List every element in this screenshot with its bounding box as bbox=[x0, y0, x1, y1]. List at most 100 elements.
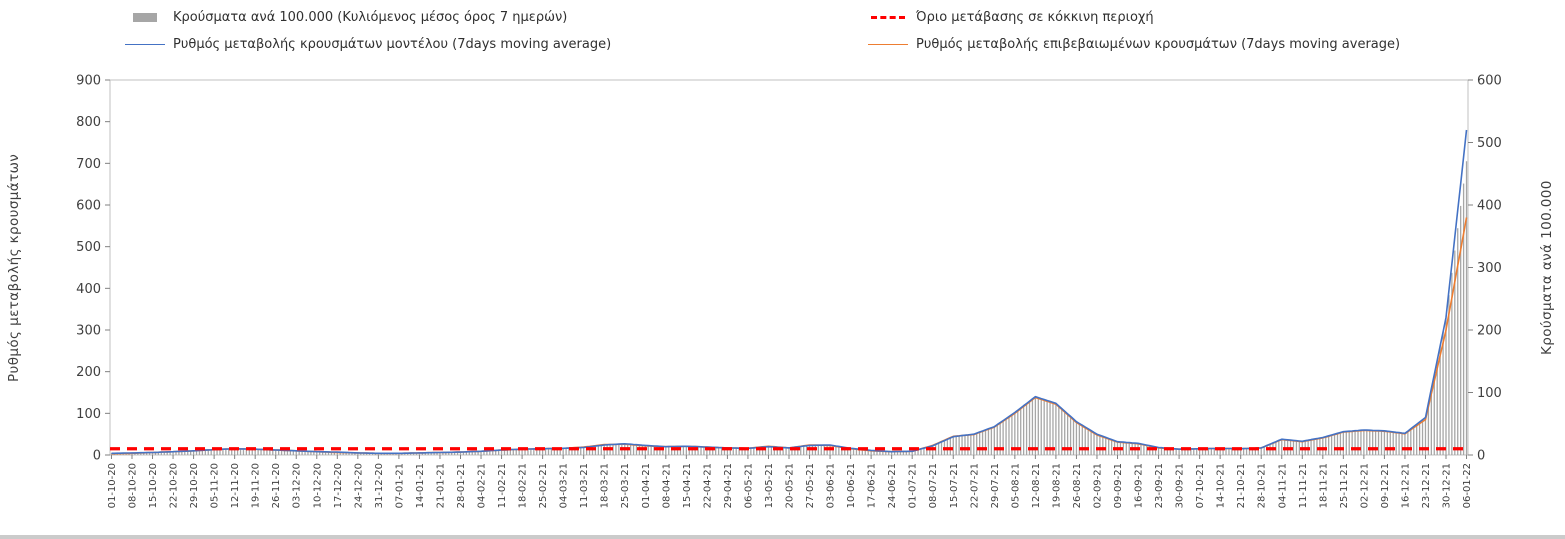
x-axis-tick-label: 11-11-21 bbox=[1298, 463, 1309, 508]
left-axis: 0 100 200 300 400 500 600 700 800 900 bbox=[76, 74, 110, 464]
x-axis-tick-label: 12-08-21 bbox=[1031, 463, 1042, 508]
x-axis-tick-label: 16-12-21 bbox=[1400, 463, 1411, 508]
left-axis-tick-label: 400 bbox=[76, 282, 101, 297]
x-axis-tick-label: 10-12-20 bbox=[312, 463, 323, 508]
right-axis: 0 100 200 300 400 500 600 bbox=[1468, 74, 1502, 464]
legend-label-confirmed-rate: Ρυθμός μεταβολής επιβεβαιωμένων κρουσμάτ… bbox=[916, 37, 1401, 52]
left-axis-tick-label: 0 bbox=[93, 449, 101, 464]
right-axis-title: Κρούσματα ανά 100.000 bbox=[1539, 180, 1555, 355]
x-axis-tick-label: 22-07-21 bbox=[969, 463, 980, 508]
x-axis-tick-label: 08-04-21 bbox=[661, 463, 672, 508]
x-axis-tick-label: 22-10-20 bbox=[169, 463, 180, 508]
x-axis-tick-label: 05-11-20 bbox=[210, 463, 221, 508]
x-axis-tick-label: 26-11-20 bbox=[271, 463, 282, 508]
right-axis-tick-label: 500 bbox=[1477, 136, 1502, 151]
right-axis-tick-label: 100 bbox=[1477, 386, 1502, 401]
right-axis-tick-label: 600 bbox=[1477, 74, 1502, 89]
x-axis-tick-label: 13-05-21 bbox=[764, 463, 775, 508]
dashed-line-swatch-icon bbox=[871, 16, 905, 19]
x-axis-tick-label: 17-06-21 bbox=[867, 463, 878, 508]
x-axis-tick-label: 29-07-21 bbox=[990, 463, 1001, 508]
left-axis-tick-label: 300 bbox=[76, 324, 101, 339]
x-axis-tick-label: 21-10-21 bbox=[1236, 463, 1247, 508]
x-axis-tick-label: 03-12-20 bbox=[292, 463, 303, 508]
x-axis-tick-label: 11-03-21 bbox=[579, 463, 590, 508]
x-axis-tick-label: 12-11-20 bbox=[230, 463, 241, 508]
x-axis-tick-label: 21-01-21 bbox=[435, 463, 446, 508]
right-axis-tick-label: 400 bbox=[1477, 199, 1502, 214]
x-axis-tick-label: 05-08-21 bbox=[1010, 463, 1021, 508]
orange-line-swatch-icon bbox=[868, 44, 908, 45]
right-axis-tick-label: 300 bbox=[1477, 261, 1502, 276]
x-axis-tick-label: 18-02-21 bbox=[518, 463, 529, 508]
legend-item-cases-per-100k: Κρούσματα ανά 100.000 (Κυλιόμενος μέσος … bbox=[125, 10, 567, 25]
x-axis-tick-label: 01-04-21 bbox=[641, 463, 652, 508]
model-cases-rate-line bbox=[111, 129, 1468, 455]
x-axis: 01-10-20 08-10-20 15-10-20 22-10-20 29-10-20… bbox=[107, 455, 1473, 508]
left-axis-tick-label: 800 bbox=[76, 115, 101, 130]
legend-item-confirmed-rate: Ρυθμός μεταβολής επιβεβαιωμένων κρουσμάτ… bbox=[868, 37, 1400, 52]
x-axis-tick-label: 02-09-21 bbox=[1092, 463, 1103, 508]
x-axis-tick-label: 08-10-20 bbox=[127, 463, 138, 508]
x-axis-tick-label: 03-06-21 bbox=[826, 463, 837, 508]
x-axis-tick-label: 06-01-22 bbox=[1462, 463, 1473, 508]
x-axis-tick-label: 14-01-21 bbox=[415, 463, 426, 508]
x-axis-tick-label: 23-12-21 bbox=[1421, 463, 1432, 508]
x-axis-tick-label: 30-12-21 bbox=[1442, 463, 1453, 508]
plot-frame bbox=[109, 79, 1469, 456]
x-axis-tick-label: 29-04-21 bbox=[723, 463, 734, 508]
x-axis-tick-label: 04-02-21 bbox=[477, 463, 488, 508]
legend-label-cases-per-100k: Κρούσματα ανά 100.000 (Κυλιόμενος μέσος … bbox=[173, 10, 568, 25]
left-axis-tick-label: 900 bbox=[76, 74, 101, 89]
x-axis-tick-label: 28-10-21 bbox=[1257, 463, 1268, 508]
legend-item-model-rate: Ρυθμός μεταβολής κρουσμάτων μοντέλου (7d… bbox=[125, 37, 611, 52]
x-axis-tick-label: 28-01-21 bbox=[456, 463, 467, 508]
x-axis-tick-label: 09-09-21 bbox=[1113, 463, 1124, 508]
x-axis-tick-label: 27-05-21 bbox=[805, 463, 816, 508]
left-axis-tick-label: 100 bbox=[76, 407, 101, 422]
left-axis-tick-label: 600 bbox=[76, 199, 101, 214]
x-axis-tick-label: 25-11-21 bbox=[1339, 463, 1350, 508]
x-axis-tick-label: 24-12-20 bbox=[353, 463, 364, 508]
x-axis-tick-label: 24-06-21 bbox=[887, 463, 898, 508]
left-axis-title: Ρυθμός μεταβολής κρουσμάτων bbox=[6, 153, 22, 382]
x-axis-tick-label: 04-11-21 bbox=[1277, 463, 1288, 508]
left-axis-tick-label: 500 bbox=[76, 240, 101, 255]
window-bottom-edge bbox=[0, 535, 1565, 539]
x-axis-tick-label: 15-07-21 bbox=[949, 463, 960, 508]
x-axis-tick-label: 26-08-21 bbox=[1072, 463, 1083, 508]
right-axis-tick-label: 200 bbox=[1477, 324, 1502, 339]
x-axis-tick-label: 25-02-21 bbox=[538, 463, 549, 508]
x-axis-tick-label: 30-09-21 bbox=[1175, 463, 1186, 508]
x-axis-tick-label: 02-12-21 bbox=[1359, 463, 1370, 508]
x-axis-tick-label: 01-07-21 bbox=[908, 463, 919, 508]
x-axis-tick-label: 09-12-21 bbox=[1380, 463, 1391, 508]
x-axis-tick-label: 20-05-21 bbox=[785, 463, 796, 508]
x-axis-tick-label: 01-10-20 bbox=[107, 463, 118, 508]
left-axis-tick-label: 700 bbox=[76, 157, 101, 172]
x-axis-tick-label: 22-04-21 bbox=[702, 463, 713, 508]
x-axis-tick-label: 15-04-21 bbox=[682, 463, 693, 508]
confirmed-cases-rate-line bbox=[111, 217, 1468, 455]
x-axis-tick-label: 10-06-21 bbox=[846, 463, 857, 508]
x-axis-tick-label: 17-12-20 bbox=[333, 463, 344, 508]
x-axis-tick-label: 16-09-21 bbox=[1134, 463, 1145, 508]
blue-line-swatch-icon bbox=[125, 44, 165, 45]
x-axis-tick-label: 18-11-21 bbox=[1318, 463, 1329, 508]
legend-item-red-zone-threshold: Όριο μετάβασης σε κόκκινη περιοχή bbox=[868, 10, 1154, 25]
legend-label-red-zone-threshold: Όριο μετάβασης σε κόκκινη περιοχή bbox=[916, 10, 1154, 25]
x-axis-tick-label: 19-08-21 bbox=[1051, 463, 1062, 508]
x-axis-tick-label: 06-05-21 bbox=[743, 463, 754, 508]
x-axis-tick-label: 11-02-21 bbox=[497, 463, 508, 508]
x-axis-tick-label: 25-03-21 bbox=[620, 463, 631, 508]
x-axis-tick-label: 07-01-21 bbox=[394, 463, 405, 508]
x-axis-tick-label: 07-10-21 bbox=[1195, 463, 1206, 508]
legend-label-model-rate: Ρυθμός μεταβολής κρουσμάτων μοντέλου (7d… bbox=[173, 37, 612, 52]
x-axis-tick-label: 15-10-20 bbox=[148, 463, 159, 508]
x-axis-tick-label: 14-10-21 bbox=[1216, 463, 1227, 508]
bar-swatch-icon bbox=[133, 13, 157, 22]
x-axis-tick-label: 29-10-20 bbox=[189, 463, 200, 508]
right-axis-tick-label: 0 bbox=[1477, 449, 1485, 464]
x-axis-tick-label: 31-12-20 bbox=[374, 463, 385, 508]
x-axis-tick-label: 08-07-21 bbox=[928, 463, 939, 508]
